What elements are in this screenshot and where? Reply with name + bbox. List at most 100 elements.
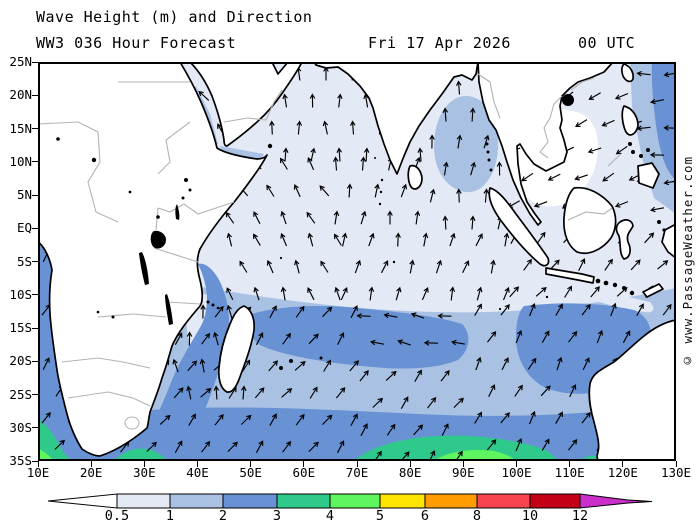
direction-arrow: [356, 313, 371, 319]
direction-arrow: [437, 313, 452, 319]
island-dot: [545, 295, 549, 299]
direction-arrow: [590, 286, 600, 298]
direction-arrow: [322, 306, 333, 318]
colorbar-tail-arrow: [47, 493, 118, 509]
country-border: [607, 153, 622, 167]
direction-arrow: [341, 232, 348, 247]
direction-arrow: [383, 312, 398, 319]
country-border: [167, 301, 201, 305]
direction-arrow: [581, 304, 591, 316]
direction-arrow: [462, 260, 470, 274]
direction-arrow: [503, 232, 510, 247]
lat-label-10S: 10S: [9, 286, 32, 302]
direction-arrow: [475, 356, 482, 371]
lon-tick: [675, 461, 677, 467]
direction-arrow: [350, 305, 358, 319]
direction-arrow: [496, 161, 503, 176]
wave-height-colorbar: 0.5 1 2 3 4 5 6 8 10 12: [47, 493, 653, 524]
lon-label-50E: 50E: [239, 465, 262, 480]
lat-tick: [32, 327, 38, 329]
direction-arrow: [368, 232, 375, 247]
lon-tick: [250, 461, 252, 467]
land-sri-lanka: [407, 164, 423, 190]
island-dot: [622, 286, 626, 290]
direction-arrow: [186, 331, 193, 346]
direction-arrow: [174, 332, 183, 345]
lake-dot: [128, 190, 132, 194]
lon-tick: [90, 461, 92, 467]
lat-label-35S: 35S: [9, 453, 32, 468]
direction-arrow: [501, 357, 509, 371]
lat-label-EQ: EQ: [16, 220, 32, 236]
land-timor: [642, 283, 664, 298]
island-dot: [629, 290, 635, 296]
direction-arrow: [307, 287, 315, 301]
direction-arrow: [319, 185, 330, 197]
wave-region-2-3: [247, 306, 469, 369]
direction-arrow: [453, 397, 464, 409]
direction-arrow: [581, 411, 591, 424]
lake-dot: [181, 196, 185, 200]
colorbar-segment-1_2: [169, 493, 224, 509]
direction-arrow: [657, 260, 669, 270]
direction-arrow: [310, 147, 316, 162]
wave-region-1-2: [220, 146, 264, 160]
direction-arrow: [255, 332, 264, 346]
direction-arrow: [662, 303, 672, 316]
direction-arrow: [337, 93, 343, 108]
direction-arrow: [368, 286, 375, 301]
direction-arrow: [226, 304, 233, 319]
direction-arrow: [555, 303, 563, 316]
lat-tick: [32, 161, 38, 163]
direction-arrow: [395, 232, 401, 247]
direction-arrow: [337, 332, 345, 346]
direction-arrow: [514, 384, 523, 397]
wave-region-3-4: [114, 448, 168, 461]
direction-arrow: [253, 286, 260, 301]
direction-arrow: [442, 215, 449, 230]
land-india: [313, 62, 479, 175]
direction-arrow: [214, 414, 224, 426]
direction-arrow: [334, 286, 341, 301]
island-dot: [646, 148, 650, 152]
lat-tick: [32, 294, 38, 296]
colorbar-label-1: 1: [166, 508, 174, 524]
colorbar-label-10: 10: [522, 508, 538, 524]
direction-arrow: [360, 423, 368, 437]
island-dot: [378, 202, 382, 206]
direction-arrow: [332, 156, 339, 171]
direction-arrow: [54, 439, 66, 450]
direction-arrow: [174, 440, 183, 453]
valid-time: 00 UTC: [578, 34, 636, 52]
colorbar-label-3: 3: [273, 508, 281, 524]
direction-arrow: [320, 260, 329, 273]
direction-arrow: [282, 147, 289, 162]
direction-arrow: [227, 441, 238, 453]
direction-arrow: [449, 286, 456, 301]
land-mindanao: [637, 162, 660, 189]
direction-arrow: [255, 440, 264, 453]
direction-arrow: [568, 330, 578, 343]
direction-arrow: [254, 387, 265, 399]
direction-arrow: [369, 339, 385, 346]
direction-arrow: [200, 388, 212, 398]
land-taiwan: [621, 63, 634, 83]
direction-arrow: [308, 333, 319, 345]
direction-arrow: [350, 413, 358, 426]
direction-arrow: [188, 413, 196, 426]
direction-arrow: [414, 369, 422, 382]
direction-arrow: [474, 411, 482, 424]
colorbar-segment-4_5: [329, 493, 381, 509]
direction-arrow: [282, 93, 288, 108]
island-dot: [379, 190, 383, 194]
direction-arrow: [456, 188, 462, 203]
direction-arrow: [614, 201, 629, 208]
direction-arrow: [587, 147, 602, 154]
direction-arrow: [541, 330, 550, 343]
direction-arrow: [213, 331, 219, 346]
island-dot: [612, 282, 618, 288]
direction-arrow: [349, 120, 356, 135]
direction-arrow: [487, 330, 497, 343]
direction-arrow: [201, 440, 211, 453]
island-dot: [489, 168, 493, 172]
